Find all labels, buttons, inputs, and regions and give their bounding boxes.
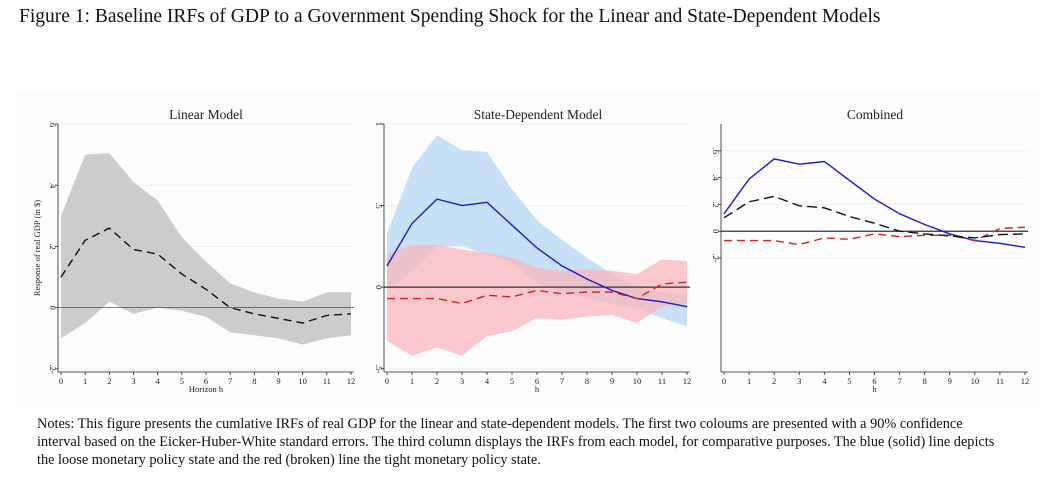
x-tick-label: 12 xyxy=(683,376,692,386)
y-tick-label: .2 xyxy=(711,201,721,207)
x-tick-label: 7 xyxy=(228,376,232,386)
x-tick-label: 9 xyxy=(276,376,280,386)
x-tick-label: 4 xyxy=(822,376,827,386)
x-tick-label: 4 xyxy=(156,376,161,386)
x-tick-label: 12 xyxy=(1021,376,1030,386)
x-tick-label: 2 xyxy=(772,376,776,386)
x-tick-label: 7 xyxy=(560,376,564,386)
ci-band xyxy=(61,153,351,345)
x-tick-label: 5 xyxy=(847,376,851,386)
x-tick-label: 6 xyxy=(204,376,208,386)
x-tick-label: 0 xyxy=(385,376,389,386)
y-tick-label: .2 xyxy=(48,243,58,249)
x-tick-label: 10 xyxy=(633,376,642,386)
series-line xyxy=(387,281,688,305)
x-tick-label: 8 xyxy=(585,376,589,386)
x-tick-label: 7 xyxy=(897,376,901,386)
y-axis-label: Response of real GDP (in $) xyxy=(32,200,42,296)
y-tick-label: .2- xyxy=(48,364,58,373)
x-tick-label: 1 xyxy=(747,376,751,386)
x-tick-label: 10 xyxy=(971,376,980,386)
x-tick-label: 3 xyxy=(797,376,801,386)
x-tick-label: 8 xyxy=(923,376,927,386)
x-tick-label: 6 xyxy=(872,376,876,386)
y-tick-label: .2- xyxy=(711,253,721,262)
panel-title: Combined xyxy=(847,107,903,122)
x-tick-label: 4 xyxy=(485,376,490,386)
x-tick-label: 5 xyxy=(180,376,184,386)
x-tick-label: 9 xyxy=(610,376,614,386)
y-tick-label: .5 xyxy=(374,202,384,208)
y-tick-label: .4 xyxy=(711,174,721,181)
y-tick-label: 0 xyxy=(711,229,721,233)
figure-notes: Notes: This figure presents the cumlativ… xyxy=(37,416,995,468)
x-tick-label: 6 xyxy=(535,376,539,386)
x-tick-label: 3 xyxy=(131,376,135,386)
x-tick-label: 11 xyxy=(658,376,666,386)
panel-title: State-Dependent Model xyxy=(474,107,603,122)
y-tick-label: .6 xyxy=(711,148,721,154)
y-tick-label: 0 xyxy=(374,285,384,289)
series-line xyxy=(724,226,1026,246)
x-tick-label: 9 xyxy=(948,376,952,386)
x-tick-label: 2 xyxy=(107,376,111,386)
x-tick-label: 0 xyxy=(722,376,726,386)
series-line xyxy=(60,227,352,324)
x-tick-label: 11 xyxy=(996,376,1004,386)
y-tick-label: .6 xyxy=(48,121,58,127)
x-axis-label: Horizon h xyxy=(189,384,224,394)
x-tick-label: 12 xyxy=(347,376,356,386)
x-tick-label: 1 xyxy=(83,376,87,386)
y-tick-label: 1 xyxy=(374,122,384,126)
y-tick-label: .5- xyxy=(374,364,384,373)
series-line xyxy=(723,195,1026,239)
x-tick-label: 2 xyxy=(435,376,439,386)
x-axis-label: h xyxy=(535,384,540,394)
ci-band xyxy=(387,244,687,356)
series-line xyxy=(723,158,1026,248)
x-tick-label: 1 xyxy=(410,376,414,386)
figure-title: Figure 1: Baseline IRFs of GDP to a Gove… xyxy=(19,6,881,27)
x-tick-label: 0 xyxy=(59,376,63,386)
x-tick-label: 5 xyxy=(510,376,514,386)
x-tick-label: 8 xyxy=(252,376,256,386)
x-tick-label: 10 xyxy=(298,376,307,386)
y-tick-label: .4 xyxy=(48,182,58,189)
x-tick-label: 11 xyxy=(323,376,331,386)
x-axis-label: h xyxy=(872,384,877,394)
y-tick-label: 0 xyxy=(48,306,58,310)
x-tick-label: 3 xyxy=(460,376,464,386)
panel-title: Linear Model xyxy=(169,107,243,122)
